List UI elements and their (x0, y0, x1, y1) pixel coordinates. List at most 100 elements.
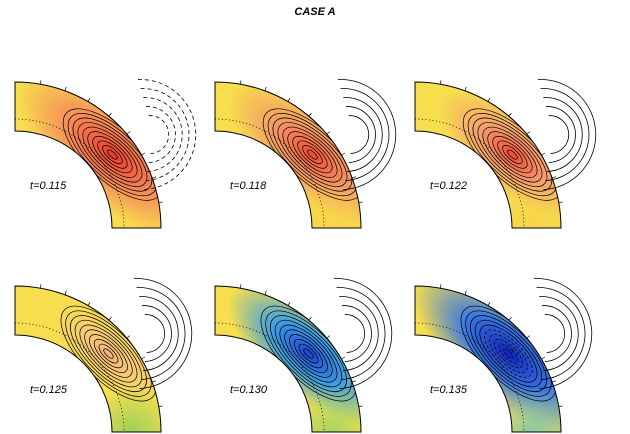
contour-line (274, 319, 343, 388)
contour-line (465, 310, 552, 397)
rim-tick (308, 316, 312, 321)
field-line (343, 97, 383, 172)
rim-tick (87, 97, 91, 102)
contours (62, 108, 161, 201)
field-line (140, 88, 190, 181)
rim-tick (40, 284, 42, 289)
contour-line (507, 149, 518, 160)
time-label: t=0.122 (430, 180, 467, 192)
field-line (539, 296, 579, 371)
rim-tick (264, 86, 267, 91)
contour-line (289, 334, 328, 373)
shell-tip (215, 286, 361, 432)
contour-line (97, 140, 128, 169)
rim-tick (341, 152, 346, 156)
contour-line (479, 324, 538, 383)
shell-outline (414, 285, 562, 433)
contour-line (467, 113, 558, 197)
contour-line (497, 140, 528, 169)
contour-line (279, 324, 338, 383)
contour-line (79, 324, 138, 383)
contour-line (287, 131, 338, 178)
field-line (148, 115, 170, 154)
contour-line (492, 135, 533, 174)
contour-line (265, 310, 352, 397)
contour-line (482, 126, 543, 183)
rim-tick (508, 112, 512, 117)
rim-tick (558, 405, 563, 407)
field-lines (333, 278, 393, 389)
field-line (133, 278, 193, 389)
time-label: t=0.135 (430, 384, 468, 396)
time-label: t=0.125 (30, 384, 68, 396)
contour-line (487, 131, 538, 178)
contour-line (498, 343, 519, 364)
field-line (337, 79, 397, 190)
shell-outline (214, 81, 362, 229)
contour-line (474, 319, 543, 388)
rim-tick (64, 290, 67, 295)
shell-outline (414, 81, 562, 229)
field-line (542, 305, 572, 362)
contour-line (472, 117, 553, 192)
field-line (536, 287, 586, 380)
field-line (342, 305, 372, 362)
contour-line (107, 149, 118, 160)
contours (460, 305, 557, 402)
time-label: t=0.115 (30, 180, 67, 192)
panel: t=0.118 (214, 79, 397, 229)
rim-tick (240, 284, 242, 289)
rim-tick (508, 316, 512, 321)
rim-tick (341, 356, 346, 360)
field-line (543, 97, 583, 172)
contour-line (470, 315, 547, 392)
contour-line (92, 135, 133, 174)
rim-tick (541, 152, 546, 156)
field-line (333, 278, 393, 389)
rim-tick (526, 131, 531, 135)
panel: t=0.135 (414, 278, 593, 433)
contour-line (87, 131, 138, 178)
rim-tick (541, 356, 546, 360)
field-line (137, 79, 197, 190)
field-line (348, 115, 370, 154)
panel: t=0.115 (14, 79, 197, 229)
rim-tick (326, 335, 331, 339)
contour-line (277, 122, 348, 187)
contour-line (82, 126, 143, 183)
contour-line (102, 145, 123, 165)
rim-tick (308, 112, 312, 117)
field-line (546, 106, 576, 163)
contour-line (298, 343, 319, 364)
contour-line (302, 145, 323, 165)
rim-tick (464, 290, 467, 295)
rim-tick (487, 97, 491, 102)
rim-tick (64, 86, 67, 91)
time-label: t=0.118 (230, 180, 267, 192)
panel: t=0.130 (214, 278, 393, 433)
field-lines (137, 79, 197, 190)
shell-outline (14, 285, 162, 433)
contour-line (503, 348, 514, 359)
field-line (340, 88, 390, 181)
contour-line (272, 117, 353, 192)
field-lines (533, 278, 593, 389)
rim-tick (464, 86, 467, 91)
time-label: t=0.130 (230, 384, 268, 396)
field-line (142, 305, 172, 362)
contour-line (89, 334, 128, 373)
contour-line (84, 329, 133, 378)
rim-tick (352, 380, 357, 383)
contour-line (67, 113, 158, 197)
contour-line (489, 334, 528, 373)
contour-line (282, 126, 343, 183)
contour-line (93, 338, 124, 369)
rim-tick (141, 152, 146, 156)
field-line (346, 106, 376, 163)
contour-line (502, 145, 523, 165)
rim-tick (126, 335, 131, 339)
rim-tick (240, 80, 242, 85)
field-line (336, 287, 386, 380)
contour-line (65, 310, 152, 397)
